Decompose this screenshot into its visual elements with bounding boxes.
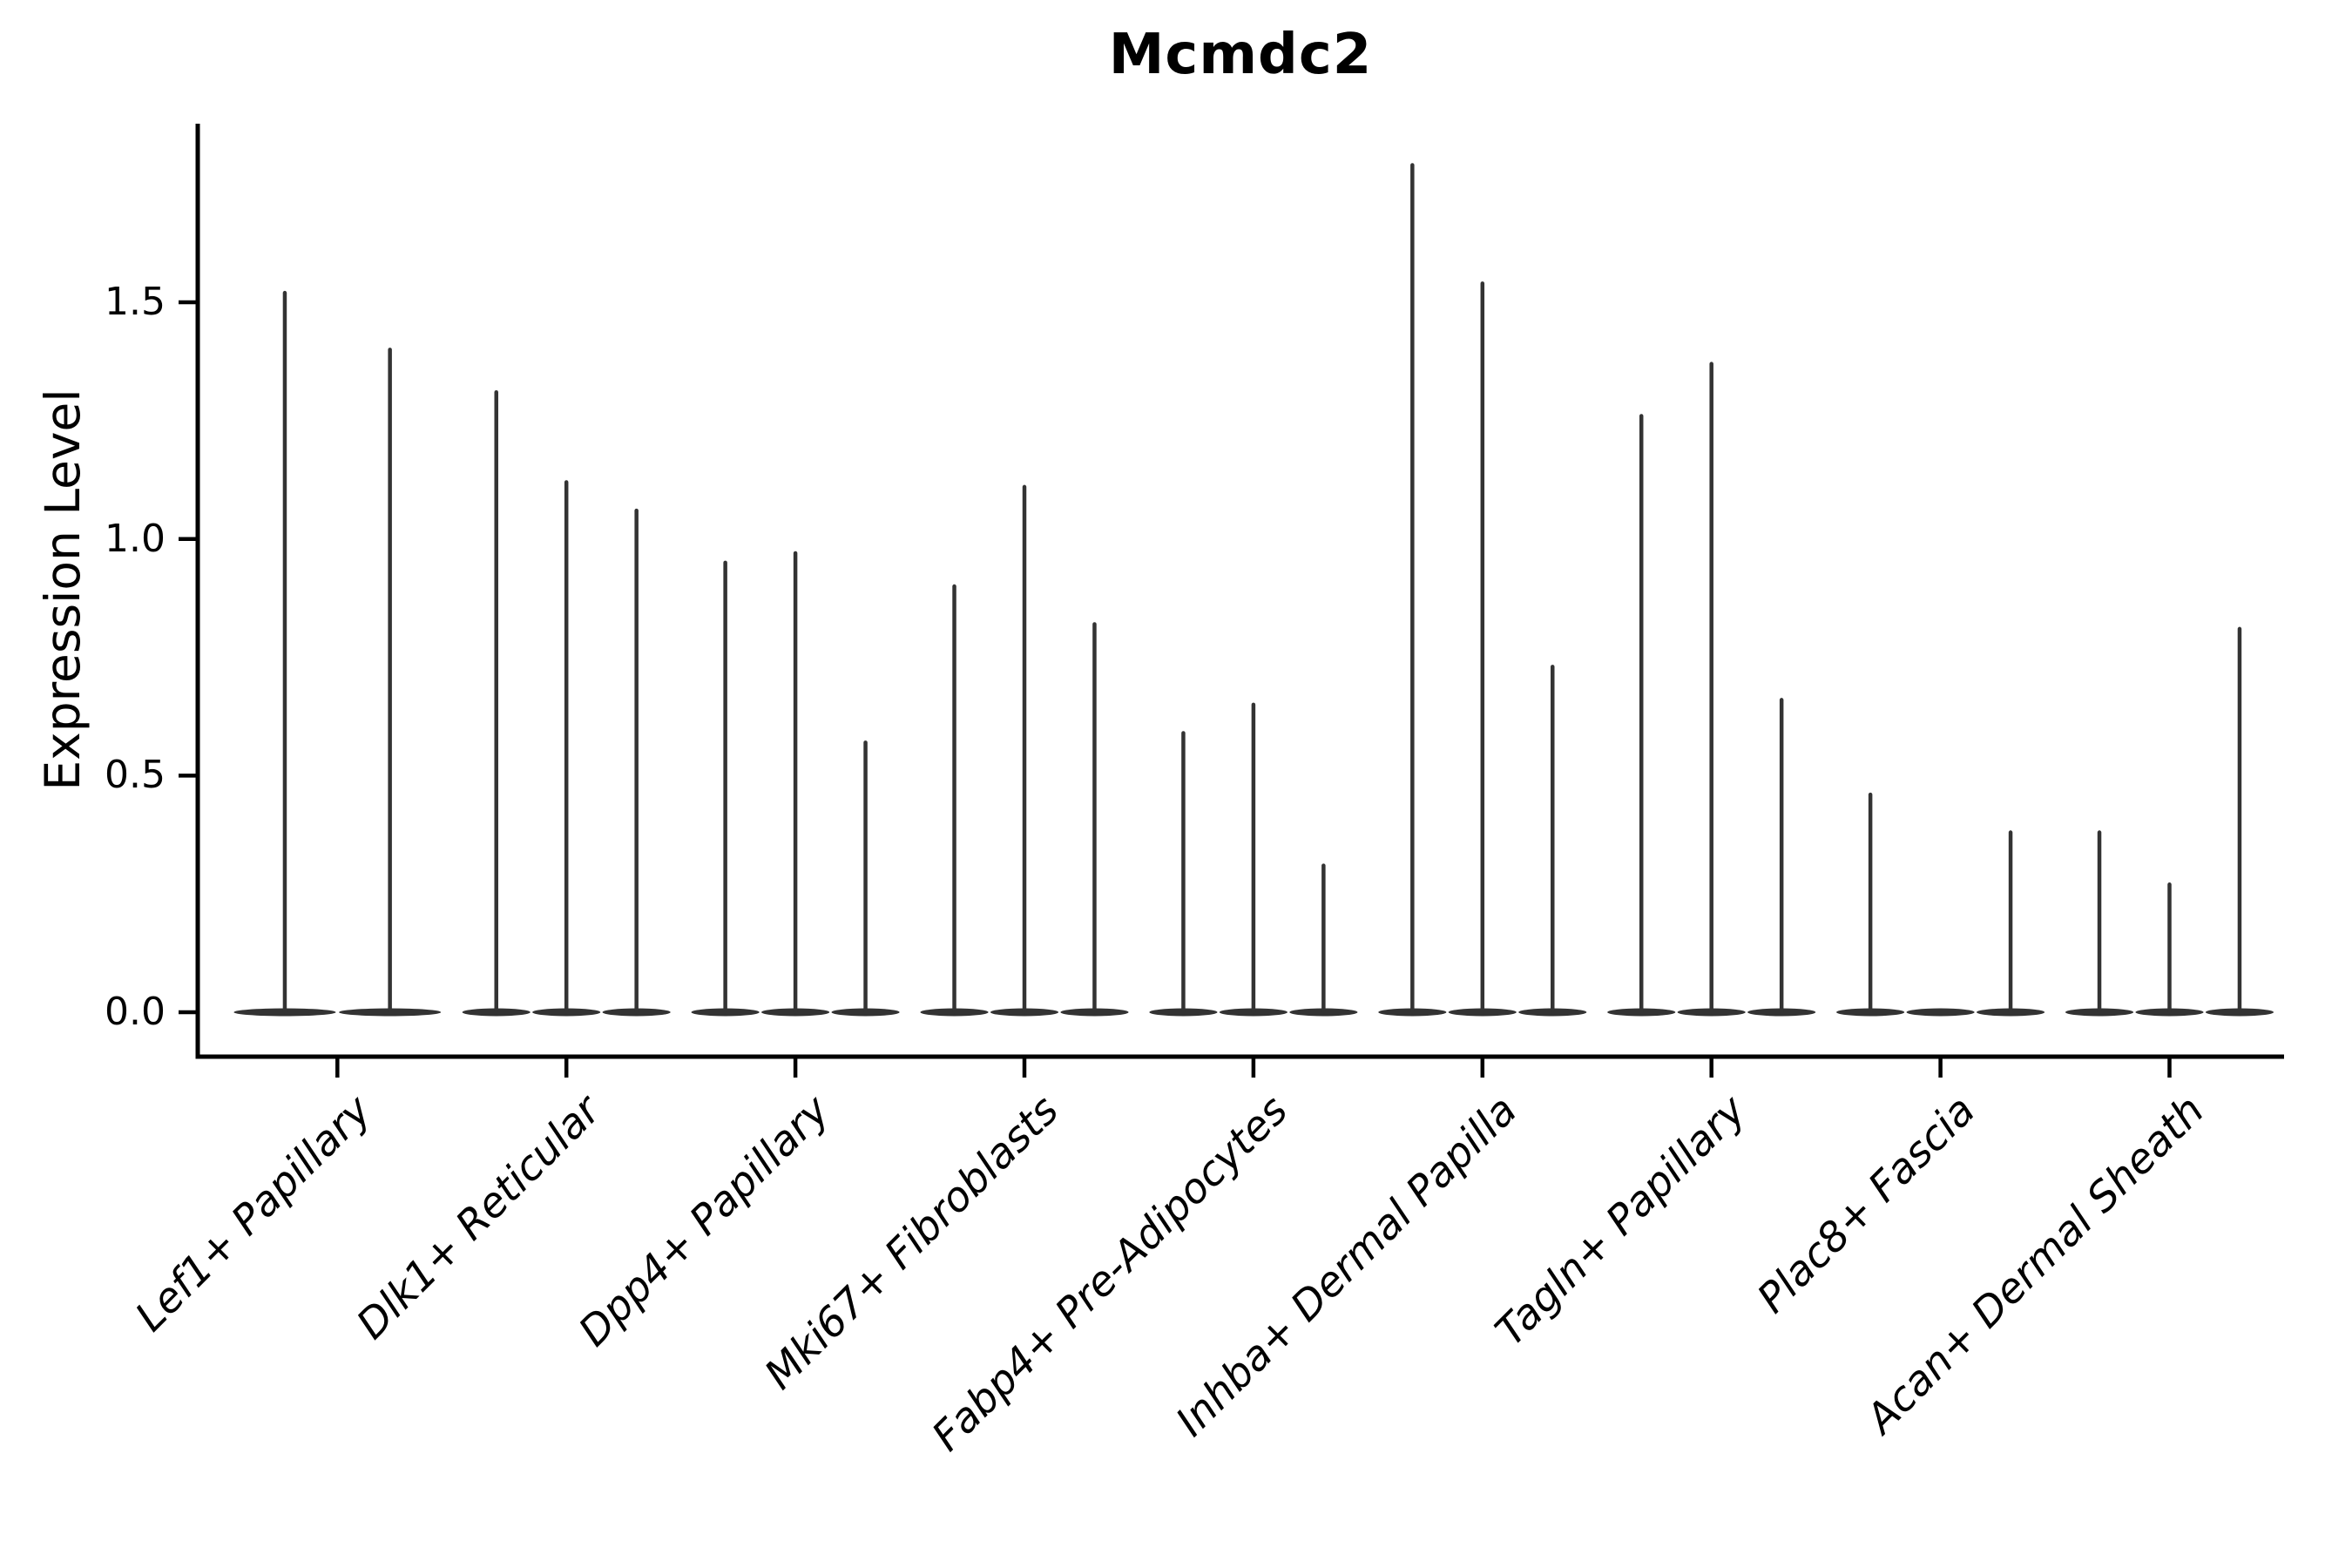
- chart-title: Mcmdc2: [1108, 23, 1373, 87]
- y-tick-label-2: 1.0: [105, 516, 166, 561]
- violin-base-7-1: [1906, 1008, 1975, 1017]
- y-tick-label-3: 1.5: [105, 280, 166, 325]
- y-tick-label-1: 0.5: [105, 753, 166, 798]
- y-tick-label-0: 0.0: [105, 990, 166, 1034]
